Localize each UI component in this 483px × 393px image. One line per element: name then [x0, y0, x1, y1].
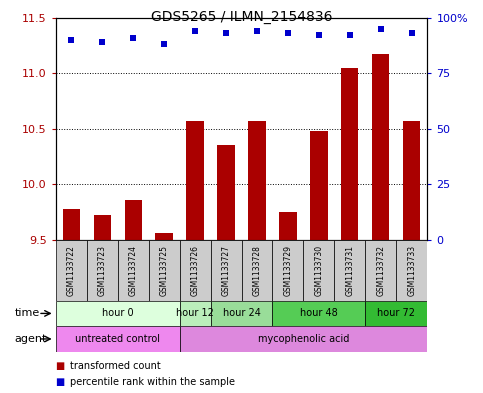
Bar [211, 301, 272, 326]
Bar [211, 240, 242, 301]
Point [377, 26, 385, 32]
Text: GSM1133725: GSM1133725 [159, 245, 169, 296]
Text: GSM1133731: GSM1133731 [345, 245, 355, 296]
Bar [217, 145, 235, 240]
Text: hour 0: hour 0 [102, 309, 133, 318]
Bar [403, 121, 421, 240]
Text: hour 48: hour 48 [300, 309, 338, 318]
Bar [86, 240, 117, 301]
Point [346, 32, 354, 39]
Point [98, 39, 106, 45]
Bar [272, 240, 303, 301]
Bar [280, 212, 297, 240]
Point [315, 32, 323, 39]
Point [129, 35, 137, 41]
Bar [397, 240, 427, 301]
Text: hour 72: hour 72 [377, 309, 415, 318]
Text: agent: agent [14, 334, 47, 344]
Bar [366, 240, 397, 301]
Text: GSM1133728: GSM1133728 [253, 245, 261, 296]
Bar [303, 240, 334, 301]
Bar [366, 301, 427, 326]
Text: GSM1133733: GSM1133733 [408, 244, 416, 296]
Bar [117, 240, 149, 301]
Bar [372, 54, 389, 240]
Bar [180, 326, 427, 352]
Text: hour 12: hour 12 [176, 309, 214, 318]
Bar [311, 131, 327, 240]
Point [191, 28, 199, 34]
Bar [248, 121, 266, 240]
Point [160, 41, 168, 48]
Text: time: time [14, 309, 40, 318]
Bar [56, 301, 180, 326]
Text: GDS5265 / ILMN_2154836: GDS5265 / ILMN_2154836 [151, 10, 332, 24]
Bar [156, 233, 172, 240]
Bar [180, 240, 211, 301]
Bar [94, 215, 111, 240]
Text: untreated control: untreated control [75, 334, 160, 344]
Point [67, 37, 75, 43]
Bar [334, 240, 366, 301]
Text: GSM1133722: GSM1133722 [67, 245, 75, 296]
Text: ■: ■ [56, 377, 65, 387]
Text: GSM1133732: GSM1133732 [376, 245, 385, 296]
Bar [180, 301, 211, 326]
Text: ■: ■ [56, 361, 65, 371]
Bar [125, 200, 142, 240]
Point [222, 30, 230, 37]
Text: GSM1133724: GSM1133724 [128, 245, 138, 296]
Bar [341, 68, 358, 240]
Bar [186, 121, 203, 240]
Text: hour 24: hour 24 [223, 309, 260, 318]
Point [408, 30, 416, 37]
Bar [62, 209, 80, 240]
Bar [56, 240, 86, 301]
Text: GSM1133727: GSM1133727 [222, 245, 230, 296]
Text: GSM1133726: GSM1133726 [190, 245, 199, 296]
Point [253, 28, 261, 34]
Text: GSM1133729: GSM1133729 [284, 245, 293, 296]
Bar [56, 326, 180, 352]
Text: transformed count: transformed count [70, 361, 161, 371]
Text: GSM1133730: GSM1133730 [314, 244, 324, 296]
Text: percentile rank within the sample: percentile rank within the sample [70, 377, 235, 387]
Bar [149, 240, 180, 301]
Text: GSM1133723: GSM1133723 [98, 245, 107, 296]
Bar [242, 240, 272, 301]
Bar [272, 301, 366, 326]
Point [284, 30, 292, 37]
Text: mycophenolic acid: mycophenolic acid [258, 334, 349, 344]
